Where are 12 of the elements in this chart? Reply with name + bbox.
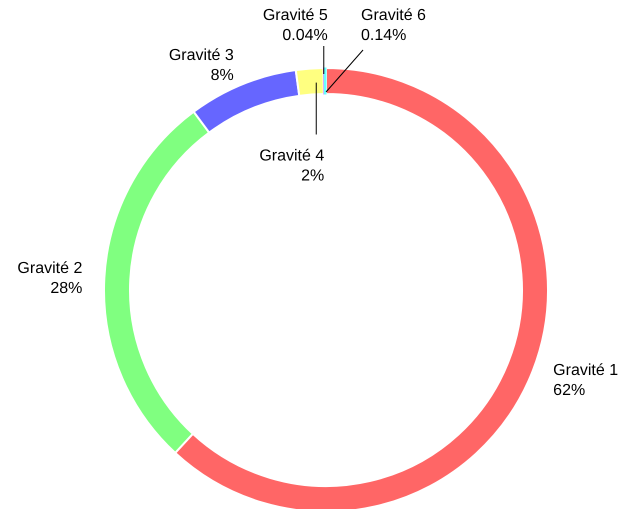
data-label: 0.04% [282, 27, 328, 44]
slice-label: Gravité 2 [17, 260, 82, 277]
data-label: 8% [210, 67, 234, 84]
slice-label: Gravité 1 [553, 362, 618, 380]
slice-label: Gravité 6 [361, 7, 426, 24]
slice-label: Gravité 5 [262, 7, 328, 24]
slice-label: Gravité 4 [259, 148, 324, 165]
slice-label: Gravité 3 [168, 47, 234, 64]
data-label: 28% [50, 280, 82, 297]
data-label: 2% [301, 168, 324, 185]
data-label: 62% [553, 382, 586, 400]
data-label: 0.14% [361, 27, 406, 44]
